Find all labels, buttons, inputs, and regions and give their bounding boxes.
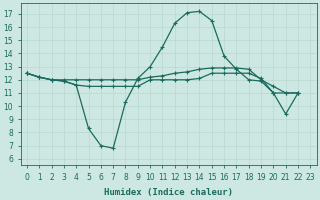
X-axis label: Humidex (Indice chaleur): Humidex (Indice chaleur) — [104, 188, 233, 197]
